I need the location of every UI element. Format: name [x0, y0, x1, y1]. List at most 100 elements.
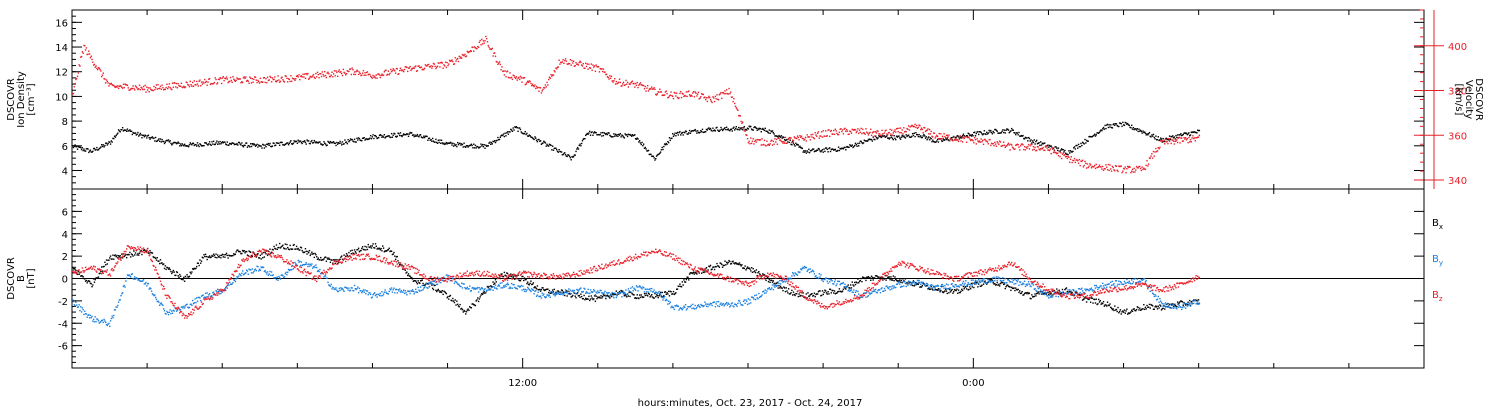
- data-point: [527, 80, 529, 82]
- data-point: [743, 130, 746, 132]
- data-point: [1192, 131, 1194, 134]
- data-point: [481, 293, 484, 296]
- data-point: [157, 260, 159, 262]
- data-point: [201, 83, 204, 85]
- data-point: [623, 84, 626, 86]
- data-point: [1113, 169, 1115, 171]
- data-point: [109, 143, 112, 145]
- data-point: [790, 292, 792, 294]
- data-point: [749, 268, 751, 270]
- data-point: [585, 65, 588, 68]
- data-point: [697, 271, 700, 273]
- data-point: [872, 131, 874, 133]
- data-point: [416, 133, 419, 136]
- data-point: [582, 62, 584, 65]
- data-point: [112, 84, 114, 87]
- data-point: [147, 134, 150, 136]
- data-point: [112, 316, 114, 319]
- data-point: [907, 128, 909, 131]
- data-point: [1060, 149, 1062, 151]
- data-point: [261, 266, 263, 269]
- data-point: [399, 263, 402, 266]
- data-point: [557, 151, 560, 153]
- data-point: [859, 131, 862, 134]
- data-point: [888, 131, 891, 134]
- data-point: [1085, 162, 1087, 165]
- data-point: [212, 255, 214, 257]
- data-point: [787, 292, 789, 294]
- data-point: [870, 279, 872, 281]
- data-point: [481, 38, 483, 41]
- data-point: [812, 133, 814, 136]
- data-point: [352, 140, 354, 142]
- data-point: [533, 293, 535, 295]
- data-point: [1168, 305, 1170, 307]
- data-point: [128, 89, 130, 91]
- data-point: [187, 145, 190, 148]
- data-point: [315, 264, 317, 266]
- data-point: [1081, 160, 1083, 163]
- data-point: [1173, 136, 1176, 138]
- data-point: [134, 89, 136, 91]
- data-point: [1100, 129, 1102, 131]
- data-point: [276, 248, 278, 251]
- data-point: [415, 65, 417, 67]
- data-point: [1152, 133, 1155, 136]
- data-point: [1025, 146, 1027, 148]
- data-point: [992, 130, 994, 133]
- data-point: [847, 284, 849, 286]
- data-point: [495, 140, 498, 142]
- data-point: [232, 254, 234, 257]
- data-point: [926, 285, 928, 287]
- data-point: [830, 129, 833, 132]
- data-point: [820, 150, 823, 152]
- data-point: [1014, 289, 1016, 292]
- data-point: [572, 62, 574, 64]
- data-point: [893, 279, 895, 282]
- data-point: [686, 133, 688, 135]
- data-point: [738, 126, 740, 129]
- data-point: [161, 138, 163, 141]
- data-point: [931, 135, 933, 138]
- data-point: [879, 276, 882, 279]
- data-point: [1166, 138, 1168, 141]
- data-point: [327, 71, 329, 74]
- data-point: [282, 79, 284, 81]
- data-point: [100, 75, 103, 78]
- data-point: [465, 288, 467, 290]
- data-point: [74, 268, 76, 270]
- data-point: [316, 266, 318, 269]
- data-point: [1086, 297, 1089, 300]
- data-point: [995, 283, 998, 286]
- data-point: [717, 129, 719, 131]
- data-point: [1170, 142, 1172, 145]
- data-point: [268, 79, 270, 81]
- data-point: [1033, 148, 1035, 151]
- data-point: [233, 253, 236, 256]
- data-point: [620, 136, 622, 138]
- data-point: [1011, 127, 1013, 130]
- data-point: [472, 46, 474, 49]
- data-point: [580, 295, 583, 298]
- data-point: [544, 84, 547, 86]
- data-point: [609, 294, 612, 296]
- data-point: [982, 143, 985, 146]
- data-point: [756, 129, 758, 131]
- data-point: [440, 139, 443, 141]
- data-point: [877, 130, 879, 133]
- data-point: [539, 288, 541, 291]
- data-point: [1164, 138, 1167, 140]
- data-point: [1043, 292, 1045, 294]
- data-point: [395, 136, 398, 138]
- data-point: [882, 279, 884, 281]
- data-point: [957, 292, 959, 294]
- data-point: [149, 138, 151, 140]
- data-point: [260, 266, 262, 268]
- data-point: [936, 288, 938, 291]
- data-point: [350, 138, 353, 141]
- data-point: [76, 304, 78, 306]
- data-point: [1112, 123, 1114, 126]
- data-point: [115, 256, 117, 258]
- data-point: [365, 249, 367, 251]
- data-point: [205, 255, 208, 258]
